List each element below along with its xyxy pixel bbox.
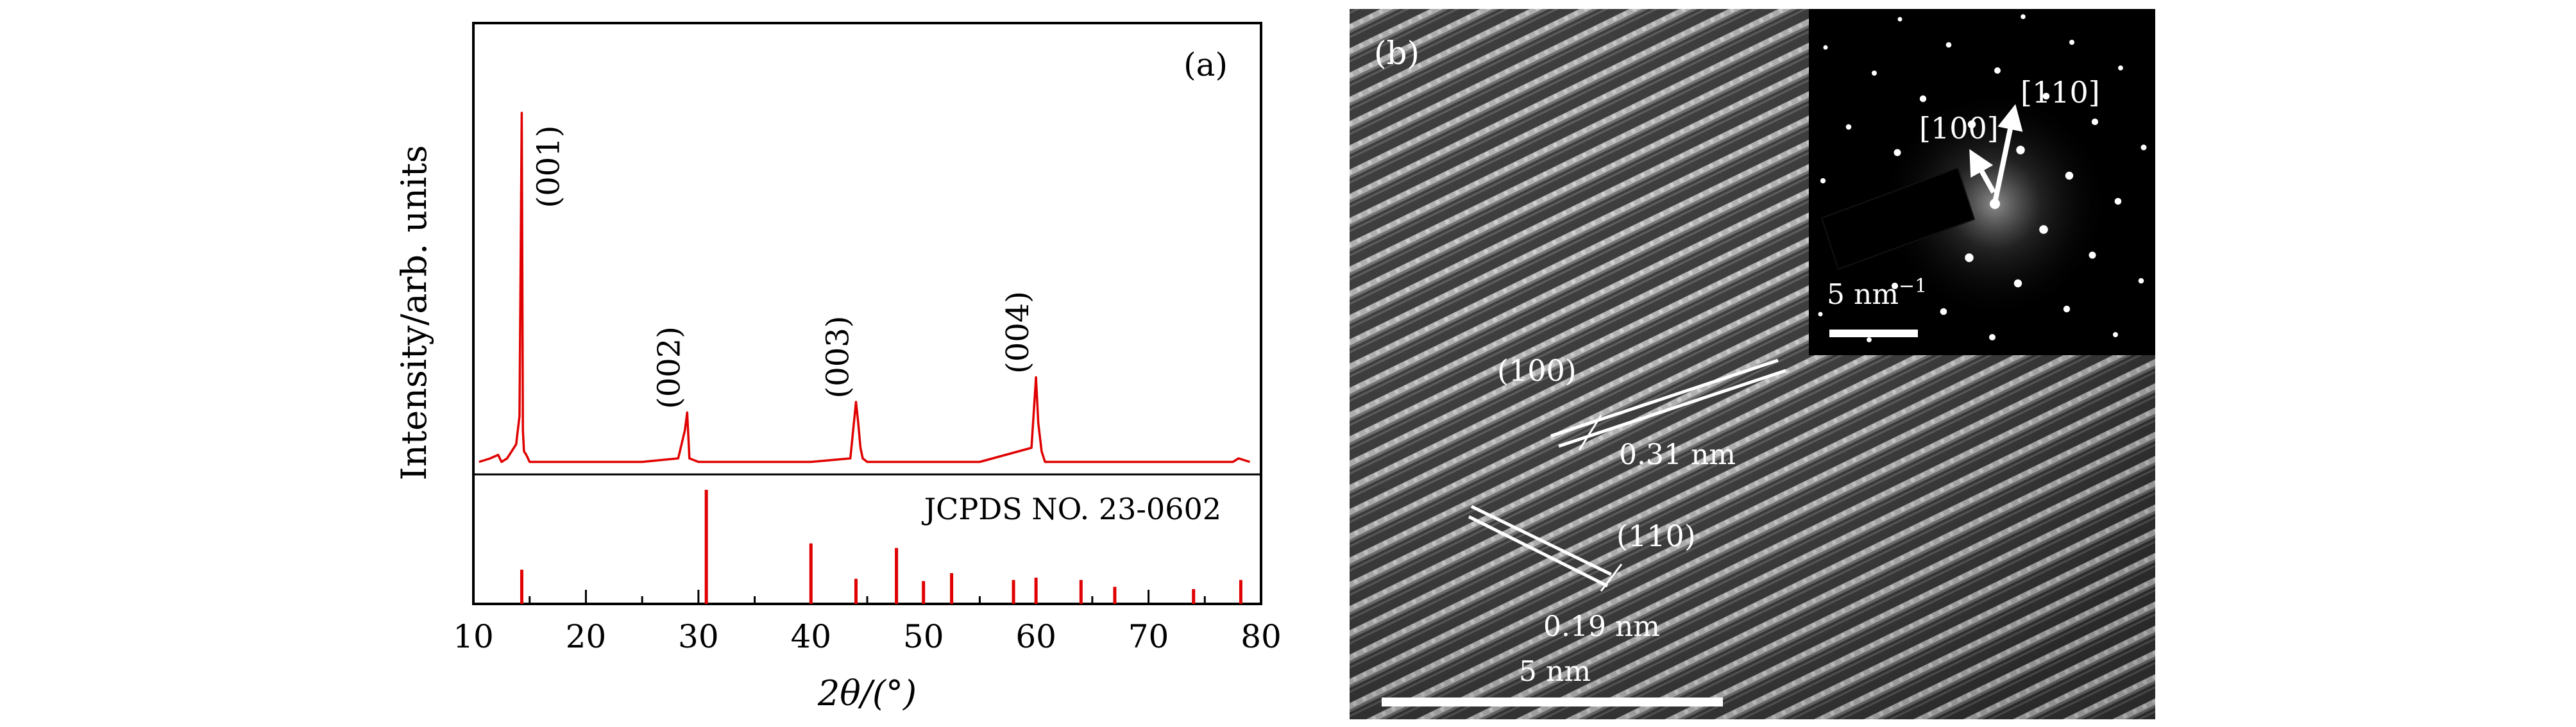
diffraction-spot — [1994, 67, 2001, 74]
x-axis-label: 2θ/(°) — [817, 673, 917, 714]
diffraction-spot — [2140, 144, 2147, 151]
panel-label-b: (b) — [1374, 35, 1419, 72]
inset-scale-bar — [1829, 330, 1918, 337]
diffraction-spot — [1919, 95, 1927, 103]
xrd-pattern-line — [479, 112, 1251, 464]
diffraction-spot — [1891, 282, 1899, 290]
arrow-100 — [1969, 149, 1996, 194]
diffraction-spot — [2113, 332, 2118, 337]
diffraction-spot — [1872, 71, 1877, 76]
lattice-measure-110: (110) 0.19 nm — [1468, 505, 1696, 643]
direction-label-100: [100] — [1919, 111, 1999, 146]
spacing-label-110: 0.19 nm — [1543, 610, 1660, 643]
peak-label: (001) — [530, 125, 566, 208]
diffraction-spot — [1818, 312, 1823, 317]
scale-bar-label: 5 nm — [1519, 655, 1591, 688]
plane-label-110: (110) — [1616, 519, 1696, 553]
y-axis-label: Intensity/arb. units — [394, 145, 434, 480]
diffraction-spot — [2063, 305, 2071, 313]
saed-inset: [110] [100] 5 nm−1 — [1809, 9, 2155, 355]
diffraction-spot — [2039, 225, 2048, 234]
peak-label: (003) — [820, 315, 856, 398]
inset-scale-label: 5 nm−1 — [1827, 275, 1927, 311]
diffraction-spot — [1945, 42, 1952, 48]
diffraction-spot — [2138, 278, 2144, 284]
diffraction-spot — [2016, 146, 2025, 155]
x-axis-tick-labels: 10 20 30 40 50 60 70 80 — [453, 618, 1282, 655]
plane-label-100: (100) — [1497, 353, 1577, 388]
diffraction-spot — [1894, 149, 1901, 156]
diffraction-spot — [1845, 124, 1852, 130]
diffraction-spot — [1823, 45, 1828, 50]
diffraction-spot — [1967, 120, 1976, 129]
diffraction-spot — [1867, 337, 1872, 342]
panel-b: (b) (100) 0.31 nm (110) 0.19 nm 5 nm — [1350, 9, 2155, 719]
beam-stopper — [1820, 167, 1976, 271]
diffraction-spot — [1989, 334, 1996, 340]
diffraction-spot — [1897, 17, 1902, 22]
x-tick-label: 40 — [790, 618, 831, 655]
peak-label: (004) — [1000, 291, 1036, 374]
direction-label-110: [110] — [2021, 75, 2100, 110]
x-tick-label: 70 — [1128, 618, 1169, 655]
reference-sticks — [520, 490, 1242, 604]
scale-bar — [1382, 698, 1723, 706]
peak-label: (002) — [651, 326, 687, 409]
diffraction-spot — [1965, 253, 1974, 262]
diffraction-spot — [2091, 118, 2099, 126]
diffraction-spot — [2114, 197, 2122, 205]
diffraction-spot — [2089, 251, 2096, 259]
inset-scale-label-base: 5 nm — [1827, 278, 1899, 311]
x-tick-label: 30 — [678, 618, 719, 655]
x-tick-label: 50 — [903, 618, 944, 655]
x-tick-label: 20 — [566, 618, 607, 655]
diffraction-spot — [2065, 171, 2074, 180]
spacing-label-100: 0.31 nm — [1619, 439, 1736, 471]
diffraction-spot — [2013, 279, 2022, 288]
arrow-110 — [1992, 104, 2023, 203]
inset-scale-label-sup: −1 — [1899, 275, 1927, 297]
lattice-measure-100: (100) 0.31 nm — [1497, 353, 1786, 471]
diffraction-spot — [2118, 65, 2123, 71]
reference-label: JCPDS NO. 23-0602 — [922, 492, 1221, 526]
diffraction-spot — [2069, 40, 2074, 45]
diffraction-spot — [1940, 308, 1947, 315]
x-tick-label: 80 — [1241, 618, 1282, 655]
panel-a: 10 20 30 40 50 60 70 80 (001) (002) (003) (004) (a… — [394, 22, 1282, 714]
x-tick-label: 10 — [453, 618, 494, 655]
x-axis-ticks — [472, 590, 1262, 604]
diffraction-spot — [1820, 178, 1826, 184]
diffraction-spot — [2042, 92, 2050, 100]
peak-labels: (001) (002) (003) (004) — [530, 125, 1036, 409]
panel-label-a: (a) — [1183, 46, 1228, 83]
x-tick-label: 60 — [1015, 618, 1056, 655]
diffraction-spot — [2021, 14, 2026, 19]
